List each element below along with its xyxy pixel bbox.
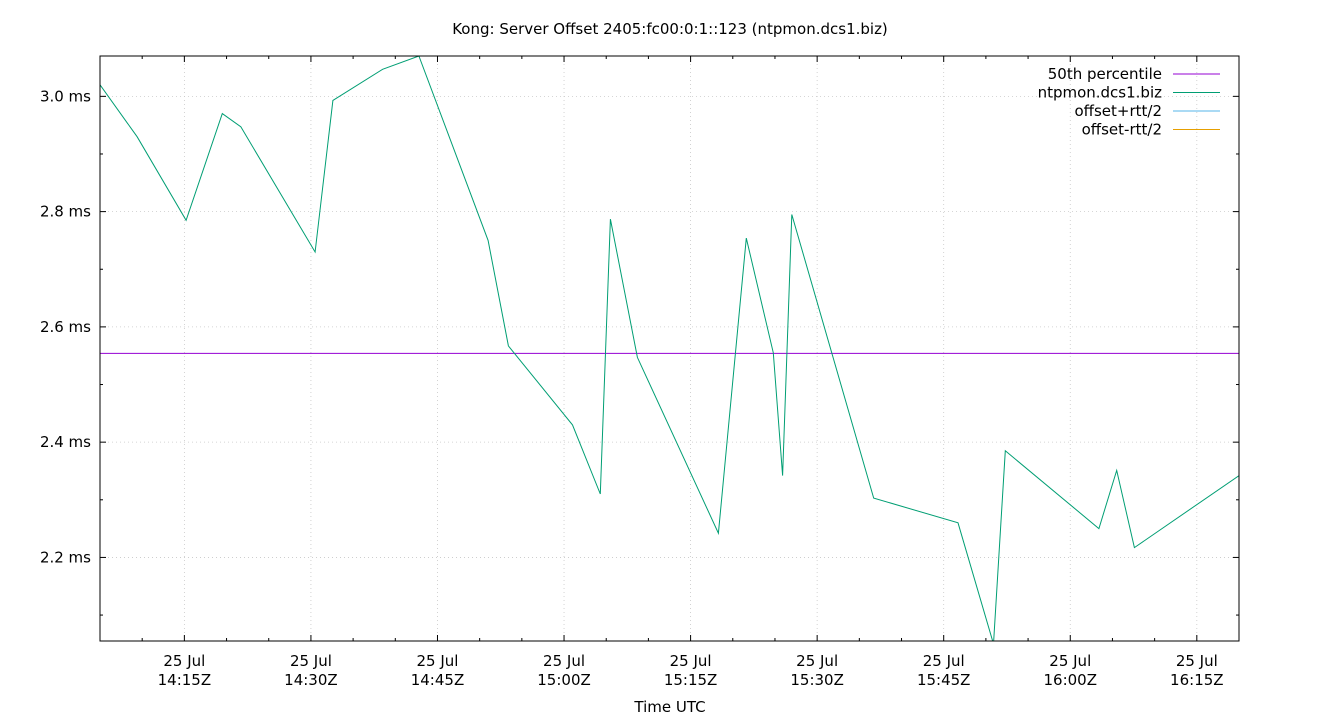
grid — [100, 56, 1239, 641]
y-tick-label: 2.8 ms — [40, 203, 91, 221]
y-tick-label: 2.6 ms — [40, 318, 91, 336]
plot-area — [100, 56, 1239, 641]
x-tick-date: 25 Jul — [1176, 652, 1218, 670]
x-tick-date: 25 Jul — [543, 652, 585, 670]
x-tick-date: 25 Jul — [923, 652, 965, 670]
x-tick-label: 15:30Z — [790, 671, 844, 689]
plot-frame — [99, 55, 1240, 642]
x-tick-date: 25 Jul — [1049, 652, 1091, 670]
x-tick-label: 15:00Z — [537, 671, 591, 689]
x-tick-label: 15:45Z — [917, 671, 971, 689]
legend-label: offset+rtt/2 — [1074, 102, 1162, 120]
x-tick-label: 14:45Z — [411, 671, 465, 689]
y-tick-label: 2.2 ms — [40, 548, 91, 566]
x-tick-label: 15:15Z — [664, 671, 718, 689]
x-tick-date: 25 Jul — [670, 652, 712, 670]
x-tick-label: 16:15Z — [1170, 671, 1224, 689]
x-tick-label: 14:15Z — [158, 671, 212, 689]
legend: 50th percentilentpmon.dcs1.bizoffset+rtt… — [1038, 65, 1220, 139]
legend-label: ntpmon.dcs1.biz — [1038, 84, 1163, 102]
legend-label: offset-rtt/2 — [1082, 121, 1162, 139]
x-tick-date: 25 Jul — [290, 652, 332, 670]
x-tick-label: 14:30Z — [284, 671, 338, 689]
y-tick-label: 3.0 ms — [40, 87, 91, 105]
y-tick-label: 2.4 ms — [40, 433, 91, 451]
series-line-ntpmon — [100, 56, 1239, 641]
x-tick-date: 25 Jul — [163, 652, 205, 670]
x-tick-date: 25 Jul — [796, 652, 838, 670]
chart-title: Kong: Server Offset 2405:fc00:0:1::123 (… — [452, 20, 888, 38]
x-tick-date: 25 Jul — [417, 652, 459, 670]
x-tick-label: 16:00Z — [1044, 671, 1098, 689]
x-axis-label: Time UTC — [633, 698, 705, 716]
legend-label: 50th percentile — [1048, 65, 1162, 83]
